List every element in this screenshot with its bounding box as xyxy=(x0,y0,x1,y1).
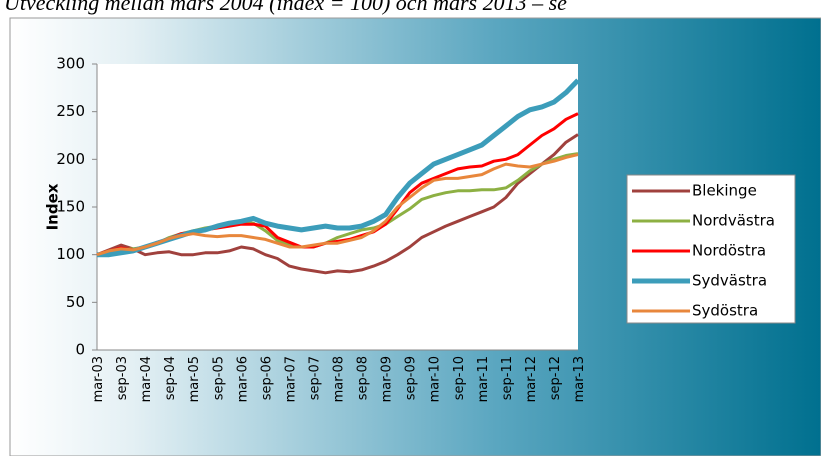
x-tick-label: sep-10 xyxy=(452,356,467,400)
x-tick-label: mar-04 xyxy=(139,356,154,402)
x-tick-label: sep-06 xyxy=(259,356,274,400)
x-tick-label: sep-08 xyxy=(356,356,371,400)
y-tick-label: 0 xyxy=(75,341,85,359)
x-tick-label: mar-12 xyxy=(524,356,539,402)
y-tick-label: 150 xyxy=(56,198,85,216)
x-tick-label: mar-13 xyxy=(572,356,587,402)
x-tick-label: sep-09 xyxy=(404,356,419,400)
y-tick-label: 300 xyxy=(56,55,85,73)
x-tick-label: mar-05 xyxy=(187,356,202,402)
x-tick-label: sep-07 xyxy=(307,356,322,400)
series-line xyxy=(96,133,579,275)
x-tick-label: mar-07 xyxy=(283,356,298,402)
y-tick-label: 250 xyxy=(56,102,85,120)
x-tick-label: sep-05 xyxy=(211,356,226,400)
x-tick-label: mar-09 xyxy=(380,356,395,402)
chart-title: Utveckling mellan mars 2004 (index = 100… xyxy=(4,0,567,15)
legend-label: Blekinge xyxy=(692,182,757,200)
legend xyxy=(626,174,796,324)
x-tick-label: mar-10 xyxy=(428,356,443,402)
x-tick-label: mar-06 xyxy=(235,356,250,402)
series-line xyxy=(96,153,579,257)
y-tick-label: 200 xyxy=(56,150,85,168)
plot-area xyxy=(97,64,578,350)
legend-label: Nordvästra xyxy=(692,212,775,230)
y-tick-label: 100 xyxy=(56,245,85,263)
x-tick-label: mar-03 xyxy=(91,356,106,402)
x-tick-label: mar-11 xyxy=(476,356,491,402)
x-tick-label: sep-12 xyxy=(548,356,563,400)
legend-label: Sydvästra xyxy=(692,272,767,290)
x-tick-label: sep-11 xyxy=(500,356,515,400)
legend-label: Nordöstra xyxy=(692,242,766,260)
x-tick-label: mar-08 xyxy=(332,356,347,402)
x-tick-label: sep-03 xyxy=(115,356,130,400)
x-tick-label: sep-04 xyxy=(163,356,178,400)
y-axis-title: Index xyxy=(44,183,62,230)
legend-label: Sydöstra xyxy=(692,302,758,320)
y-tick-label: 50 xyxy=(66,293,85,311)
